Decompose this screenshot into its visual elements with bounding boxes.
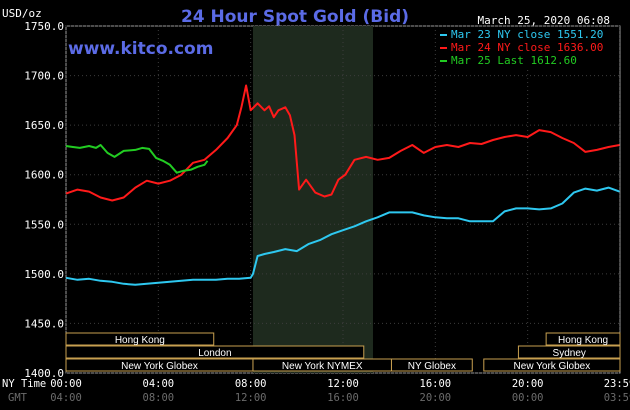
x-tick-gmt: 08:00 (143, 392, 175, 404)
series-line-0 (65, 186, 620, 286)
x-tick-ny: 00:00 (50, 378, 82, 390)
y-tick-label: 1750.0 (24, 20, 64, 33)
x-tick-gmt: 12:00 (235, 392, 267, 404)
series-line-1 (65, 84, 620, 202)
market-bar (517, 345, 621, 359)
y-tick-label: 1500.0 (24, 268, 64, 281)
y-tick-label: 1550.0 (24, 218, 64, 231)
market-bar (390, 358, 473, 372)
legend-item: Mar 23 NY close 1551.20 (451, 28, 603, 41)
y-tick-label: 1600.0 (24, 169, 64, 182)
x-tick-ny: 04:00 (143, 378, 175, 390)
x-tick-gmt: 03:59 (604, 392, 630, 404)
x-tick-ny: 16:00 (420, 378, 452, 390)
timestamp: March 25, 2020 06:08 (478, 14, 610, 27)
market-bar (483, 358, 621, 372)
y-axis-unit: USD/oz (2, 7, 42, 20)
y-axis-ticks: 1400.0 1450.0 1500.0 1550.0 1600.0 1650.0 1700… (24, 20, 64, 380)
legend-item: Mar 24 NY close 1636.00 (451, 41, 603, 54)
market-label: Hong Kong (558, 335, 608, 346)
x-tick-ny: 12:00 (327, 378, 359, 390)
legend-item: Mar 25 Last 1612.60 (451, 54, 577, 67)
nymex-session-shade (252, 26, 374, 373)
market-label: Sydney (553, 348, 586, 359)
gridlines (65, 25, 621, 374)
x-tick-ny: 20:00 (512, 378, 544, 390)
legend-box (436, 28, 618, 68)
x-tick-ny: 08:00 (235, 378, 267, 390)
market-label: New York Globex (514, 361, 591, 372)
gmt-label: GMT (8, 392, 28, 404)
market-label: New York NYMEX (282, 361, 363, 372)
site-label: www.kitco.com (68, 39, 213, 59)
x-tick-ny: 23:59 (604, 378, 630, 390)
chart-title: 24 Hour Spot Gold (Bid) (181, 7, 409, 27)
series-line-2 (65, 144, 209, 174)
x-tick-gmt: 16:00 (327, 392, 359, 404)
market-bar (545, 332, 621, 346)
market-label: NY Globex (408, 361, 456, 372)
y-tick-label: 1700.0 (24, 70, 64, 83)
x-tick-gmt: 20:00 (420, 392, 452, 404)
price-series (65, 84, 620, 286)
market-bar (65, 332, 215, 346)
market-label: London (198, 348, 231, 359)
x-tick-gmt: 04:00 (50, 392, 82, 404)
x-tick-gmt: 00:00 (512, 392, 544, 404)
ny-time-label: NY Time (2, 378, 46, 390)
market-label: Hong Kong (115, 335, 165, 346)
market-bar (65, 345, 365, 359)
y-tick-label: 1650.0 (24, 119, 64, 132)
y-tick-label: 1450.0 (24, 317, 64, 330)
y-tick-label: 1400.0 (24, 367, 64, 380)
market-label: New York Globex (121, 361, 198, 372)
x-axis-ticks: 00:00 04:00 04:00 08:00 08:00 12:00 12:00 16:00… (50, 378, 630, 404)
